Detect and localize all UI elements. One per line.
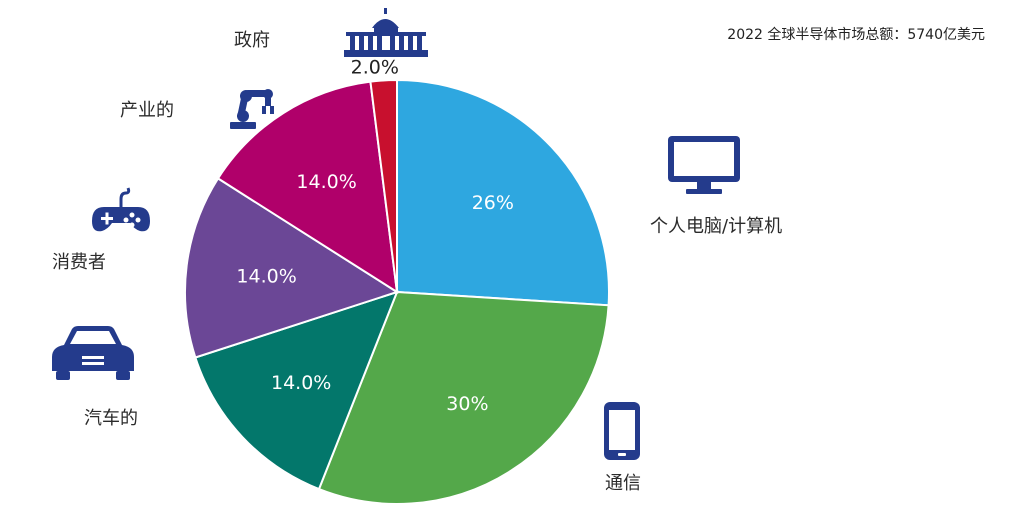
- slice-value-label-2: 14.0%: [271, 372, 331, 394]
- pie-slice-3: [184, 177, 400, 359]
- slice-value-label-0: 26%: [472, 192, 514, 214]
- pie-slice-5: [369, 78, 398, 293]
- slice-value-label-5: 2.0%: [351, 56, 399, 78]
- slice-value-label-3: 14.0%: [236, 266, 296, 288]
- category-label-industrial: 产业的: [108, 92, 214, 126]
- pie-slice-4: [216, 80, 399, 294]
- pie-slice-0: [396, 78, 610, 307]
- slice-value-label-1: 30%: [446, 393, 488, 415]
- capitol-icon: [344, 8, 428, 62]
- category-label-auto: 汽车的: [72, 400, 168, 434]
- category-label-pc: 个人电脑/计算机: [638, 208, 803, 242]
- category-label-comm: 通信: [593, 465, 741, 499]
- category-label-gov: 政府: [222, 22, 330, 56]
- slice-value-label-4: 14.0%: [296, 171, 356, 193]
- chart-subtitle: 2022 全球半导体市场总额：5740亿美元: [727, 27, 985, 43]
- gamepad-icon: [90, 185, 152, 241]
- car-icon: [50, 325, 136, 385]
- smartphone-icon: [602, 400, 642, 466]
- monitor-icon: [666, 134, 742, 200]
- pie-slice-1: [317, 290, 610, 505]
- category-label-consumer: 消费者: [40, 244, 118, 278]
- robot-arm-icon: [228, 84, 280, 134]
